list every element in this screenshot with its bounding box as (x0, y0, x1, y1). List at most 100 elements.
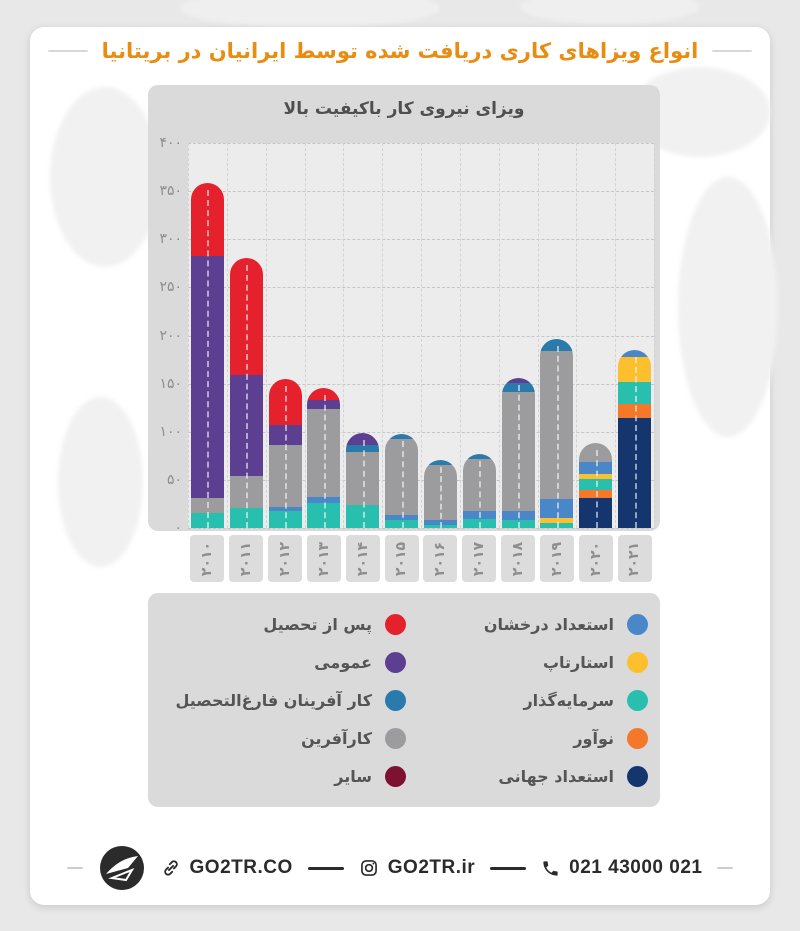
legend-item: عمومی (168, 643, 406, 681)
map-watermark (180, 0, 440, 28)
bar-segment-investor (618, 381, 652, 404)
x-label-2016: ۲۰۱۶ (423, 535, 458, 582)
legend-label: پس از تحصیل (263, 614, 372, 634)
page-title: انواع ویزاهای کاری دریافت شده توسط ایران… (101, 39, 699, 63)
bar-2018 (501, 377, 535, 528)
infographic-card: انواع ویزاهای کاری دریافت شده توسط ایران… (30, 27, 778, 905)
bar-segment-general (501, 377, 535, 383)
bar-segment-investor (540, 523, 574, 528)
legend-color-dot (627, 613, 648, 635)
bar-segment-investor (307, 502, 341, 528)
x-label-2012: ۲۰۱۲ (268, 535, 303, 582)
bar-segment-investor (268, 510, 302, 528)
legend-color-dot (385, 765, 406, 787)
gridline-vertical (226, 143, 228, 528)
gridline-vertical (188, 143, 189, 528)
legend-color-dot (627, 651, 648, 673)
plot-area (188, 143, 655, 529)
bar-2011 (229, 257, 263, 528)
x-label-2017: ۲۰۱۷ (462, 535, 497, 582)
footer-phone: 021 43000 021 (569, 857, 703, 878)
x-label-2021: ۲۰۲۱ (617, 535, 652, 582)
bar-segment-entrepreneur (462, 458, 496, 511)
legend-color-dot (627, 765, 648, 787)
legend-label: سایر (334, 766, 372, 786)
gridline-vertical (421, 143, 422, 528)
bar-segment-entrepreneur (579, 443, 613, 462)
legend-color-dot (385, 727, 406, 749)
legend-item: کار آفرینان فارغ‌التحصیل (168, 681, 406, 719)
bar-2013 (307, 388, 341, 528)
gridline-vertical (265, 143, 267, 528)
x-label-2019: ۲۰۱۹ (539, 535, 574, 582)
bar-2016 (423, 459, 457, 528)
gridline-vertical (304, 143, 306, 528)
bar-segment-exceptional-talent (540, 499, 574, 519)
bar-segment-entrepreneur (346, 451, 380, 505)
footer-edge-dash-right (717, 867, 734, 869)
gridline-vertical (615, 143, 617, 528)
bar-segment-post-study (190, 183, 224, 256)
legend-column-left: پس از تحصیل عمومی کار آفرینان فارغ‌التحصیل… (168, 605, 406, 795)
gridline-vertical (343, 143, 345, 528)
footer-website-group: GO2TR.CO (161, 857, 293, 879)
bar-2019 (540, 339, 574, 528)
legend-color-dot (385, 613, 406, 635)
bar-segment-post-study (307, 388, 341, 401)
bar-segment-global-talent (579, 498, 613, 528)
legend-item: کارآفرین (168, 719, 406, 757)
bar-segment-startup (618, 356, 652, 382)
bar-segment-global-talent (618, 418, 652, 528)
gridline-vertical (576, 143, 578, 528)
legend-item: استارتاپ (410, 643, 648, 681)
bar-segment-investor (346, 504, 380, 528)
gridline-horizontal (188, 528, 654, 529)
go2tr-logo-icon (98, 844, 146, 892)
title-line-right (712, 50, 752, 52)
chart-title: ویزای نیروی کار باکیفیت بالا (283, 99, 525, 119)
bar-segment-graduate-entrepreneur (462, 453, 496, 459)
bar-segment-general (346, 432, 380, 446)
footer-instagram: GO2TR.ir (387, 857, 476, 878)
y-tick-label: ۱۵۰ (159, 375, 182, 392)
legend-column-right: استعداد درخشان استارتاپ سرمایه‌گذار نوآور اس… (410, 605, 648, 795)
bar-2017 (462, 453, 496, 528)
title-line-left (48, 50, 88, 52)
bar-segment-entrepreneur (423, 464, 457, 521)
bar-segment-graduate-entrepreneur (501, 382, 535, 393)
bar-segment-post-study (229, 257, 263, 375)
bar-segment-investor (423, 525, 457, 528)
legend-label: عمومی (314, 652, 372, 672)
legend-label: کارآفرین (301, 728, 372, 748)
y-tick-label: ۴۰۰ (159, 135, 182, 151)
x-label-2013: ۲۰۱۳ (306, 535, 341, 582)
bar-segment-graduate-entrepreneur (346, 445, 380, 452)
footer-separator (490, 866, 527, 870)
bar-segment-investor (190, 512, 224, 528)
bar-segment-investor (462, 519, 496, 528)
bar-segment-graduate-entrepreneur (423, 459, 457, 465)
footer-instagram-group: GO2TR.ir (359, 857, 475, 879)
x-label-2015: ۲۰۱۵ (384, 535, 419, 582)
legend-item: استعداد جهانی (410, 757, 648, 795)
bar-2021 (618, 349, 652, 528)
bar-segment-entrepreneur (268, 445, 302, 507)
phone-icon (541, 859, 560, 878)
legend-panel: استعداد درخشان استارتاپ سرمایه‌گذار نوآور اس… (148, 593, 660, 807)
bar-2020 (579, 443, 613, 528)
bar-segment-general (190, 255, 224, 499)
x-label-2014: ۲۰۱۴ (345, 535, 380, 582)
bar-segment-general (229, 374, 263, 477)
x-label-2010: ۲۰۱۰ (190, 535, 225, 582)
y-tick-label: ۳۰۰ (159, 231, 182, 248)
footer-separator (307, 866, 344, 870)
bar-segment-general (307, 400, 341, 409)
map-watermark-namerica (50, 87, 160, 267)
bar-2015 (385, 433, 419, 528)
bar-segment-general (268, 425, 302, 446)
gridline-vertical (654, 143, 655, 528)
bar-segment-investor (579, 478, 613, 491)
footer-phone-group: 021 43000 021 (541, 857, 702, 879)
bar-segment-exceptional-talent (579, 461, 613, 475)
map-watermark (520, 0, 700, 24)
